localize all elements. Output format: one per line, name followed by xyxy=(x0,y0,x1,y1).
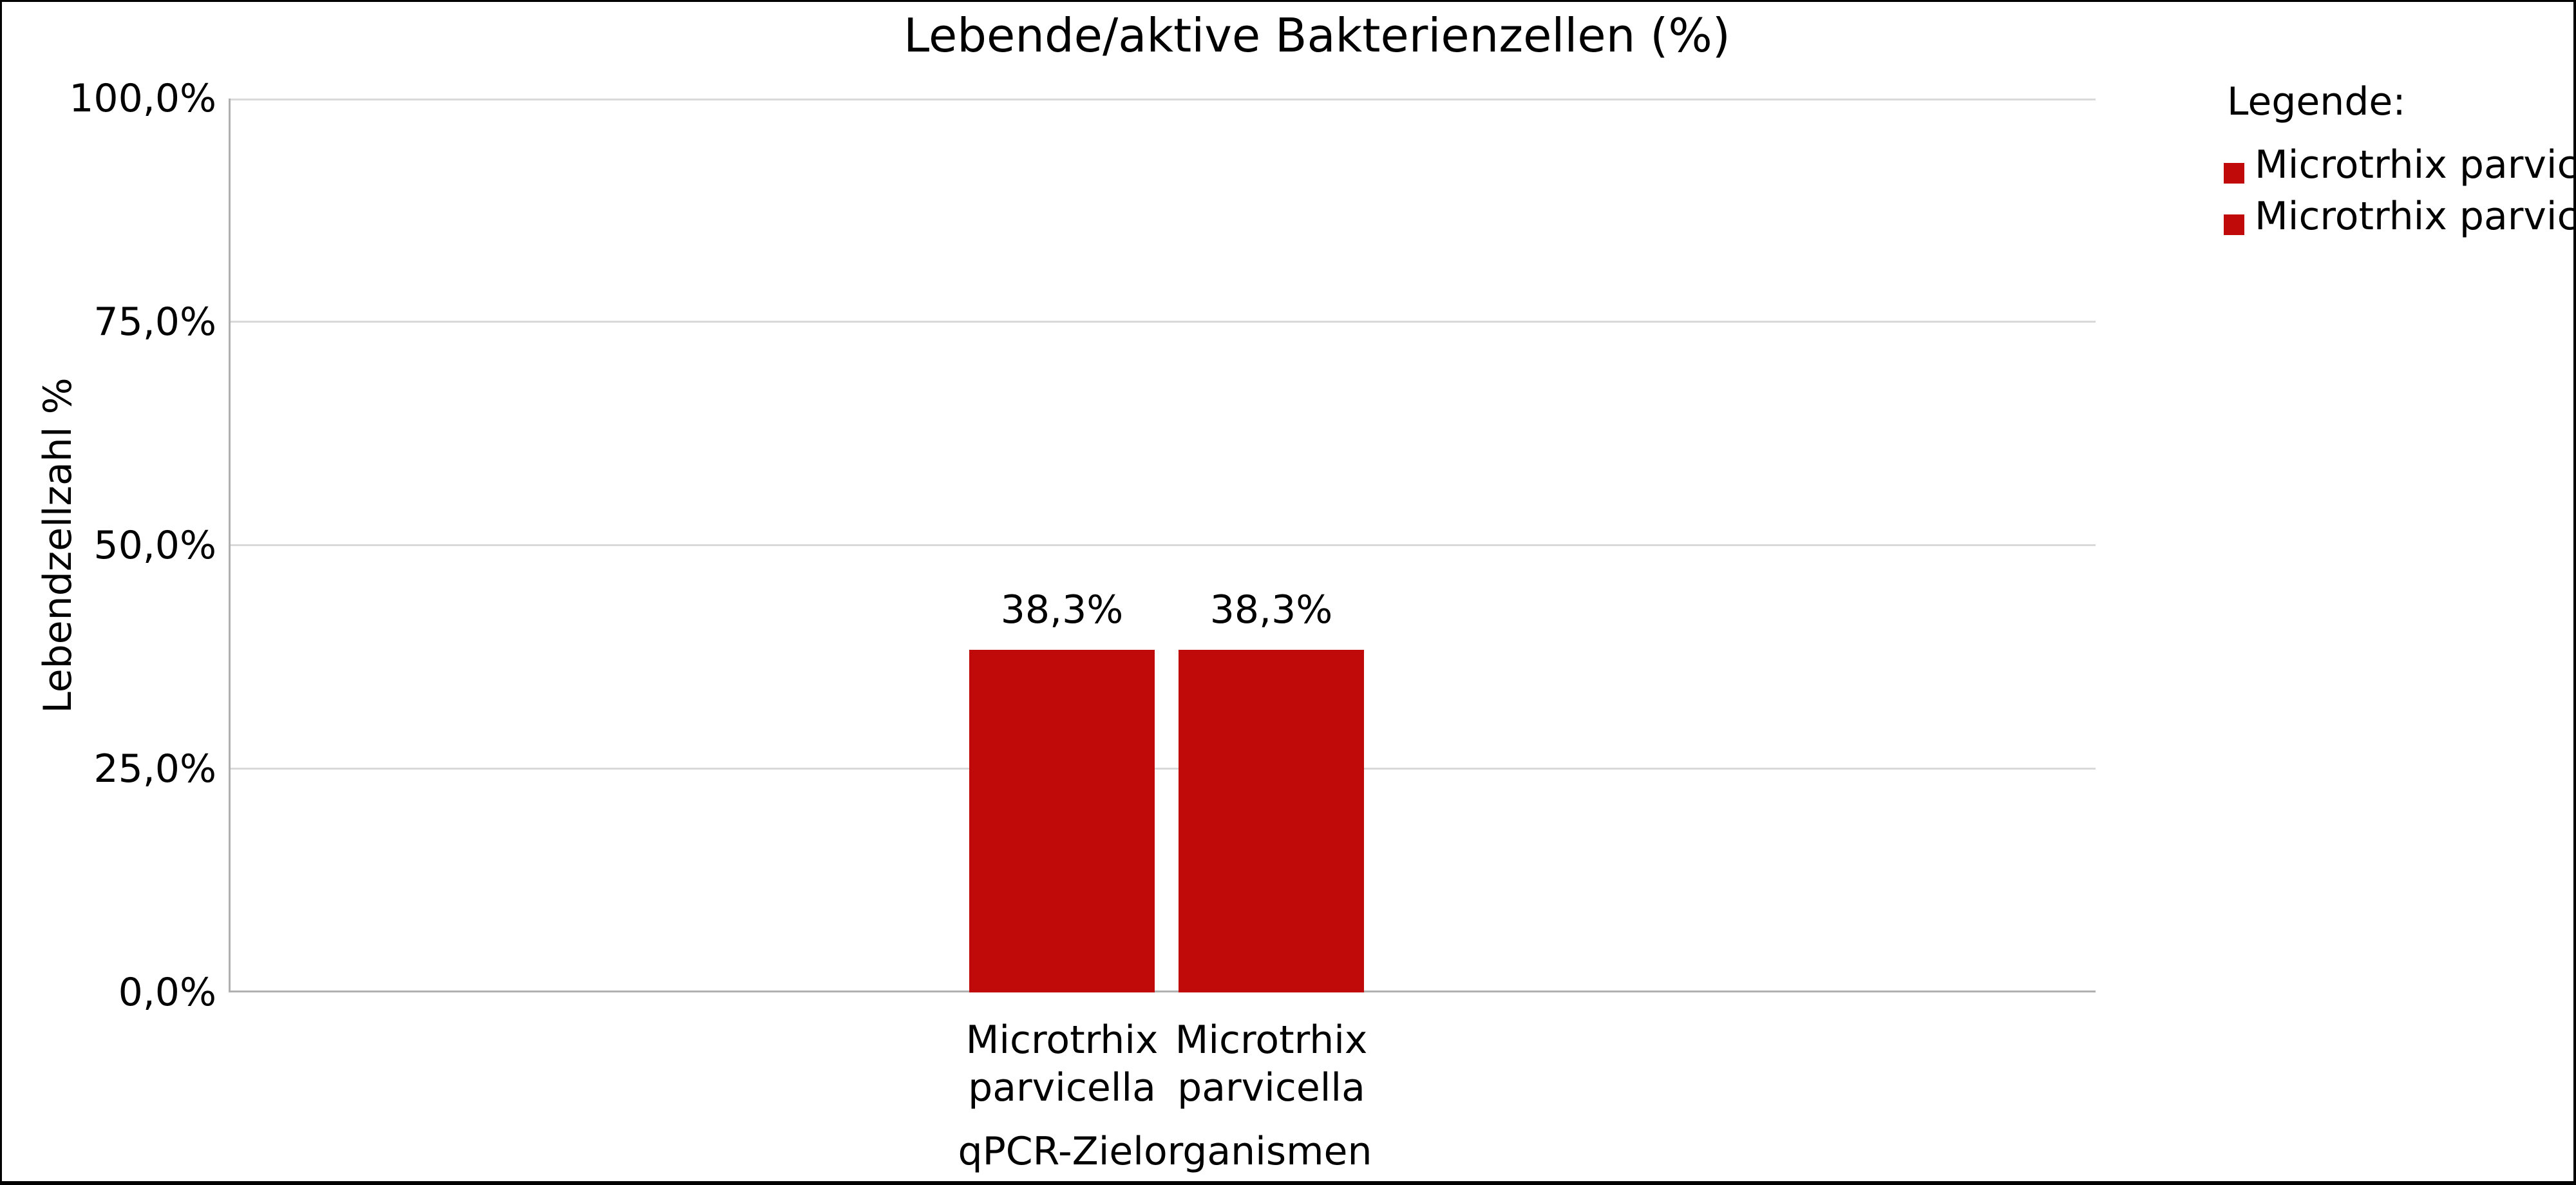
x-tick-label-1: Microtrhix parvicella xyxy=(966,1016,1159,1112)
legend: Legende: Microtrhix parvicella Microtrhi… xyxy=(2224,76,2573,295)
x-tick-label-1-line1: Microtrhix xyxy=(965,1018,1159,1063)
y-tick-50: 50,0% xyxy=(93,523,216,568)
legend-swatch-icon xyxy=(2224,163,2244,184)
y-tick-75: 75,0% xyxy=(93,299,216,345)
chart-title: Lebende/aktive Bakterienzellen (%) xyxy=(904,8,1730,62)
y-tick-100: 100,0% xyxy=(69,76,216,121)
x-tick-label-2-line2: parvicella xyxy=(1177,1065,1365,1110)
bar-microtrhix-parvicella-1 xyxy=(969,650,1155,992)
legend-heading: Legende: xyxy=(2227,79,2406,124)
gridline-25 xyxy=(229,768,2096,770)
x-tick-label-1-line2: parvicella xyxy=(968,1065,1156,1110)
legend-item-1: Microtrhix parvicella xyxy=(2224,139,2573,191)
bar-microtrhix-parvicella-2 xyxy=(1179,650,1364,992)
legend-item-2-label: Microtrhix parvicella xyxy=(2255,194,2573,239)
x-axis-line xyxy=(229,991,2096,992)
y-axis-title: Lebendzellzahl % xyxy=(35,377,80,714)
y-tick-0: 0,0% xyxy=(118,970,216,1015)
gridline-75 xyxy=(229,321,2096,323)
bar-value-label-1: 38,3% xyxy=(1000,587,1124,632)
plot-area: 38,3% 38,3% xyxy=(229,99,2096,992)
y-axis-line xyxy=(229,99,231,992)
x-tick-label-2-line1: Microtrhix xyxy=(1175,1018,1368,1063)
bar-value-label-2: 38,3% xyxy=(1209,587,1333,632)
gridline-100 xyxy=(229,99,2096,100)
legend-swatch-icon xyxy=(2224,214,2244,235)
x-axis-title: qPCR-Zielorganismen xyxy=(958,1129,1372,1174)
x-tick-label-2: Microtrhix parvicella xyxy=(1175,1016,1368,1112)
legend-item-1-label: Microtrhix parvicella xyxy=(2255,142,2573,187)
gridline-50 xyxy=(229,544,2096,546)
y-tick-25: 25,0% xyxy=(93,746,216,792)
legend-item-2: Microtrhix parvicella xyxy=(2224,191,2573,242)
